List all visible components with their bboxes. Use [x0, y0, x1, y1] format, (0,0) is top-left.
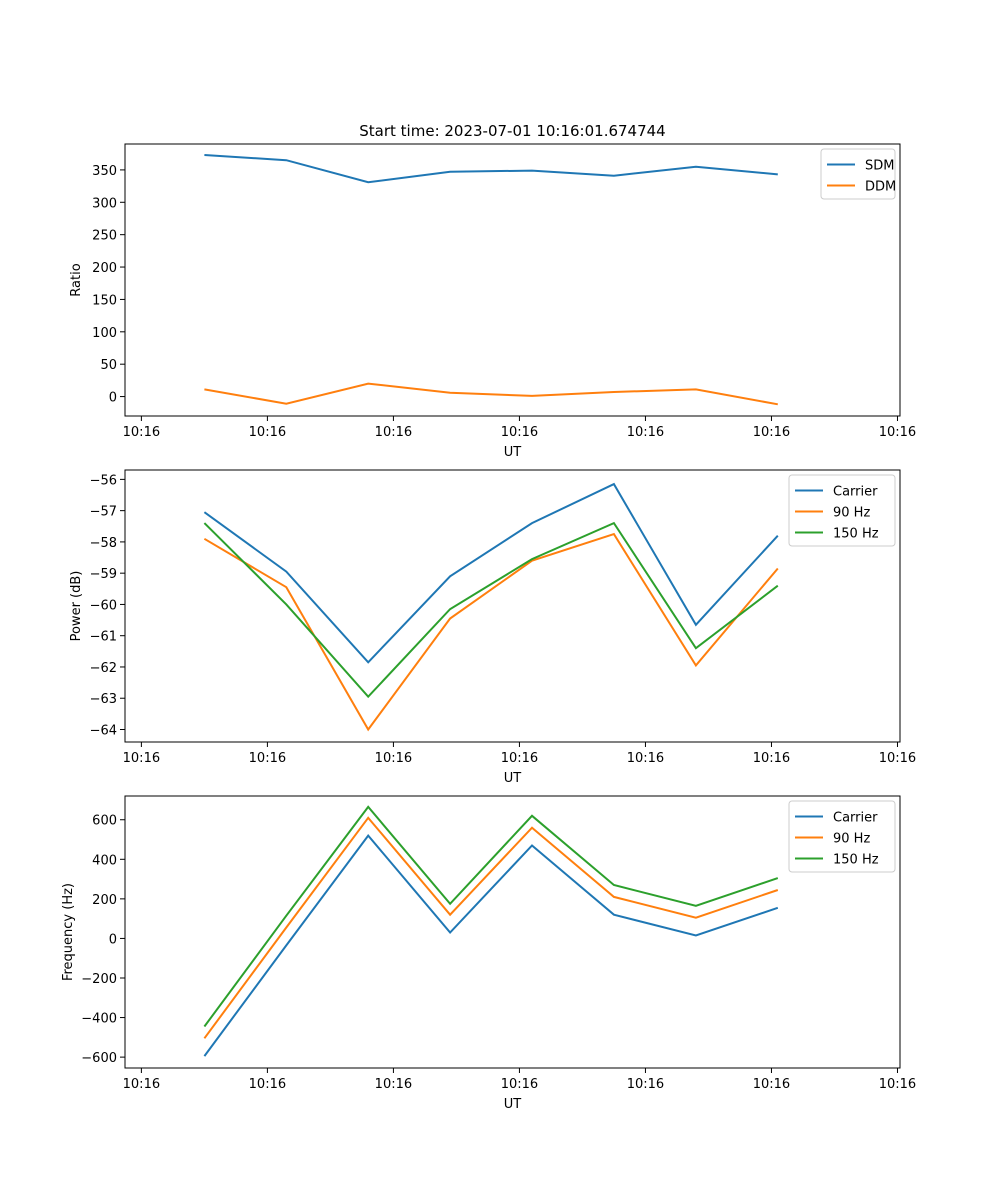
series-line-carrier: [203, 833, 779, 1057]
y-tick-label: −59: [90, 567, 117, 582]
legend-label: 150 Hz: [833, 527, 879, 542]
y-tick-label: 100: [92, 326, 117, 341]
x-tick-label: 10:16: [249, 751, 286, 766]
chart-panel-3: 10:1610:1610:1610:1610:1610:1610:1610:17…: [61, 795, 916, 1112]
y-tick-label: −400: [81, 1012, 117, 1027]
x-tick-label: 10:16: [879, 425, 916, 440]
x-tick-label: 10:16: [753, 425, 790, 440]
x-tick-label: 10:16: [879, 1077, 916, 1092]
legend-label: DDM: [865, 180, 896, 195]
x-tick-label: 10:16: [879, 751, 916, 766]
plot-frame: [124, 143, 901, 417]
legend: Carrier 90 Hz 150 Hz: [788, 474, 896, 547]
y-tick-label: 400: [92, 853, 117, 868]
y-tick-label: −56: [90, 473, 117, 488]
x-tick-label: 10:16: [501, 751, 538, 766]
legend-box: [788, 474, 896, 547]
legend-label: 150 Hz: [833, 853, 879, 868]
series-line-carrier: [203, 482, 779, 664]
legend: SDM DDM: [820, 148, 896, 200]
y-tick-label: 0: [109, 391, 117, 406]
series-line-sdm: [204, 154, 778, 184]
y-tick-label: 200: [92, 261, 117, 276]
y-tick-label: 50: [100, 358, 117, 373]
legend-label: 90 Hz: [833, 832, 870, 847]
y-tick-label: −600: [81, 1051, 117, 1066]
y-tick-label: −62: [90, 661, 117, 676]
x-tick-label: 10:16: [249, 1077, 286, 1092]
chart-title: Start time: 2023-07-01 10:16:01.674744: [359, 122, 665, 140]
y-tick-label: −57: [90, 505, 117, 520]
x-tick-label: 10:16: [249, 425, 286, 440]
y-axis-label: Frequency (Hz): [61, 883, 76, 981]
y-tick-label: 250: [92, 229, 117, 244]
x-tick-label: 10:16: [123, 751, 160, 766]
y-tick-label: 350: [92, 164, 117, 179]
x-axis-label: UT: [504, 1097, 522, 1112]
x-tick-label: 10:16: [123, 1077, 160, 1092]
y-tick-label: −61: [90, 630, 117, 645]
y-tick-label: 200: [92, 893, 117, 908]
plot-frame: [124, 795, 901, 1069]
series-line-ddm: [204, 382, 778, 406]
x-tick-label: 10:16: [375, 425, 412, 440]
y-tick-label: −64: [90, 723, 117, 738]
y-tick-label: 300: [92, 196, 117, 211]
y-tick-label: −63: [90, 692, 117, 707]
y-axis-label: Ratio: [69, 263, 84, 296]
series-line-150-hz: [203, 521, 779, 699]
x-tick-label: 10:16: [375, 1077, 412, 1092]
series-line-150-hz: [203, 805, 779, 1028]
series-line-90-hz: [203, 532, 779, 732]
chart-panel-1: 10:1610:1610:1610:1610:1610:1610:1610:17…: [69, 122, 916, 460]
legend-label: Carrier: [833, 485, 878, 500]
y-tick-label: −60: [90, 598, 117, 613]
x-tick-label: 10:16: [753, 751, 790, 766]
legend-label: SDM: [865, 159, 894, 174]
x-tick-label: 10:16: [501, 425, 538, 440]
y-tick-label: −58: [90, 536, 117, 551]
legend-box: [788, 800, 896, 873]
y-axis-label: Power (dB): [69, 571, 84, 642]
y-tick-label: −200: [81, 972, 117, 987]
chart-panel-2: 10:1610:1610:1610:1610:1610:1610:1610:17…: [69, 469, 916, 786]
series-line-90-hz: [203, 816, 779, 1039]
y-tick-label: 600: [92, 814, 117, 829]
x-tick-label: 10:16: [753, 1077, 790, 1092]
legend-label: 90 Hz: [833, 506, 870, 521]
plot-frame: [124, 469, 901, 743]
legend: Carrier 90 Hz 150 Hz: [788, 800, 896, 873]
y-tick-label: 0: [109, 932, 117, 947]
x-tick-label: 10:16: [375, 751, 412, 766]
x-axis-label: UT: [504, 445, 522, 460]
x-tick-label: 10:16: [627, 1077, 664, 1092]
y-tick-label: 150: [92, 293, 117, 308]
x-tick-label: 10:16: [123, 425, 160, 440]
x-tick-label: 10:16: [627, 751, 664, 766]
x-tick-label: 10:16: [501, 1077, 538, 1092]
x-tick-label: 10:16: [627, 425, 664, 440]
x-axis-label: UT: [504, 771, 522, 786]
legend-label: Carrier: [833, 811, 878, 826]
